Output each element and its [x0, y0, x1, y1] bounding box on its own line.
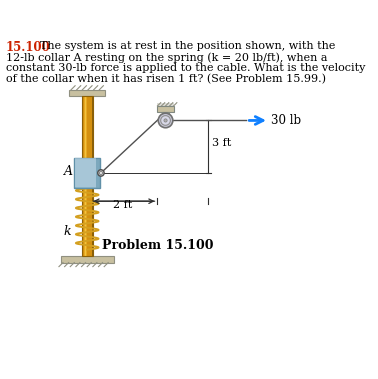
Text: 30 lb: 30 lb: [271, 114, 301, 127]
Bar: [82, 96, 93, 256]
Bar: [84, 96, 87, 256]
Text: 12-lb collar A resting on the spring (k = 20 lb/ft), when a: 12-lb collar A resting on the spring (k …: [6, 52, 327, 63]
Bar: [83, 96, 92, 256]
Bar: [74, 158, 100, 188]
Circle shape: [158, 113, 173, 128]
Text: 15.100: 15.100: [6, 41, 50, 54]
Circle shape: [164, 119, 167, 122]
Bar: [96, 158, 100, 188]
Text: constant 30-lb force is applied to the cable. What is the velocity: constant 30-lb force is applied to the c…: [6, 63, 365, 73]
Bar: [156, 106, 174, 111]
Bar: [82, 96, 93, 256]
Circle shape: [98, 170, 104, 176]
Text: of the collar when it has risen 1 ft? (See Problem 15.99.): of the collar when it has risen 1 ft? (S…: [6, 74, 326, 85]
Text: 2 ft: 2 ft: [113, 200, 132, 210]
Text: Problem 15.100: Problem 15.100: [102, 239, 213, 252]
Text: A: A: [64, 165, 73, 178]
Text: k: k: [64, 225, 71, 238]
Circle shape: [161, 116, 170, 125]
Bar: [85, 96, 87, 256]
Bar: [162, 111, 169, 124]
Text: The system is at rest in the position shown, with the: The system is at rest in the position sh…: [40, 41, 336, 51]
Bar: [156, 103, 174, 106]
Circle shape: [99, 171, 102, 175]
Bar: [75, 158, 96, 188]
Bar: [70, 90, 105, 96]
Bar: [61, 256, 114, 263]
Text: 3 ft: 3 ft: [212, 138, 232, 148]
